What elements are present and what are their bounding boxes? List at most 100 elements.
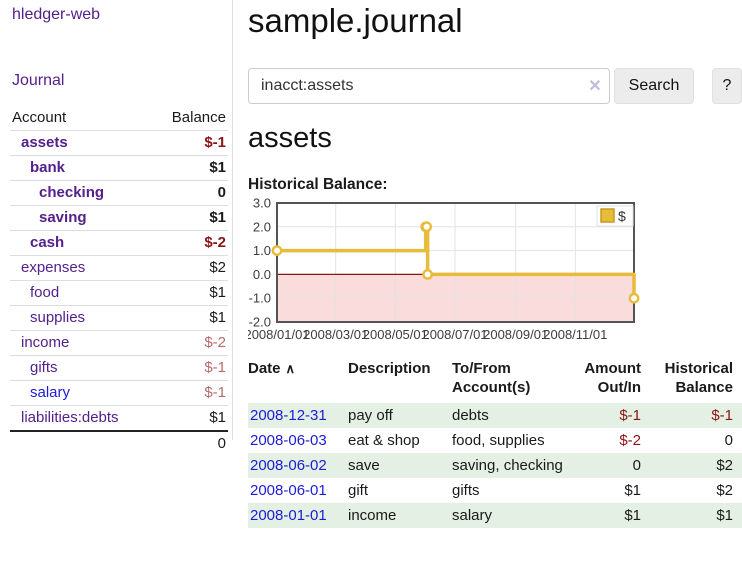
transaction-accounts: salary [452,503,584,528]
register-header-balance: Historical Balance [664,360,733,396]
register-header-accounts: To/From Account(s) [452,360,531,396]
account-row: cash $-2 [10,230,228,256]
account-link[interactable]: checking [39,184,105,201]
transaction-balance: 0 [724,432,733,449]
account-row: assets $-1 [10,130,228,156]
account-link[interactable]: supplies [30,309,86,326]
y-tick-label: 1.0 [253,243,271,258]
help-button[interactable]: ? [712,68,742,104]
transaction-amount: $1 [584,503,656,528]
x-tick-label: 2008/07/01 [422,327,487,342]
search-input[interactable] [248,68,610,104]
account-row: liabilities:debts $1 [10,405,228,431]
page-title: sample.journal [248,2,463,39]
transaction-date-cell: 2008-06-03 [248,428,348,453]
account-name-cell: food [10,280,152,306]
data-point-marker [271,245,283,256]
x-tick-label: 2008/01/01 [248,327,310,342]
account-heading: assets [248,122,332,154]
account-link[interactable]: income [21,334,70,351]
account-name-cell: checking [10,180,152,206]
account-row: salary $-1 [10,380,228,406]
account-link[interactable]: saving [39,209,87,226]
x-tick-label: 2008/11/01 [543,327,607,342]
transaction-date-link[interactable]: 2008-06-02 [250,457,327,474]
transaction-accounts: debts [452,403,584,428]
account-balance: $1 [151,155,228,181]
account-balance: $-2 [151,330,228,356]
register-row: 2008-01-01 income salary $1 $1 [248,503,742,528]
transaction-date-link[interactable]: 2008-12-31 [250,407,327,424]
transaction-description: save [348,453,452,478]
register-header-date[interactable]: Date ∧ [248,360,296,377]
chart-title: Historical Balance: [248,176,388,193]
account-row: expenses $2 [10,255,228,281]
accounts-header-account: Account [12,109,67,126]
transaction-amount: $-2 [619,432,641,449]
account-row: checking 0 [10,180,228,206]
spacer-cell [10,430,152,456]
register-header-amount: Amount Out/In [584,360,641,396]
clear-search-icon[interactable]: ✕ [588,78,602,95]
account-name-cell: gifts [10,355,152,381]
account-balance: $-1 [151,130,228,156]
register-header-row: Date ∧ Description To/From Account(s) Amou… [248,358,742,403]
account-name-cell: income [10,330,152,356]
transaction-accounts: gifts [452,482,480,499]
transaction-date-cell: 2008-06-02 [248,453,348,478]
account-name-cell: supplies [10,305,152,331]
account-link[interactable]: bank [30,159,66,176]
transaction-balance: $2 [656,453,742,478]
legend-label: $ [618,208,626,224]
transaction-description: gift [348,482,369,499]
accounts-total-row: 0 [10,430,228,456]
y-tick-label: 2.0 [253,219,271,234]
account-balance: $1 [151,405,228,431]
historical-balance-chart: $3.0 2.0 1.0 0.0 -1.0 -2.0 2008/01/01 2008/03/0… [244,196,742,346]
data-point-marker [422,269,434,280]
register-row: 2008-06-02 save saving, checking 0 $2 [248,453,742,478]
transaction-date-link[interactable]: 2008-06-01 [250,482,327,499]
account-link[interactable]: cash [30,234,65,251]
account-row: saving $1 [10,205,228,231]
data-point-marker [628,292,640,304]
register-table: Date ∧ Description To/From Account(s) Amou… [248,358,742,528]
sidebar: hledger-web Journal Account Balance asse… [0,0,233,456]
transaction-amount: $-1 [584,403,656,428]
account-name-cell: cash [10,230,152,256]
transaction-accounts: saving, checking [452,453,584,478]
account-balance: $-1 [151,355,228,381]
transaction-description: income [348,503,452,528]
account-name-cell: salary [10,380,152,406]
accounts-total-value: 0 [151,430,228,456]
legend-swatch [600,208,615,223]
data-point-marker [421,221,433,233]
account-link[interactable]: food [30,284,60,301]
transaction-amount: $1 [624,482,641,499]
account-name-cell: bank [10,155,152,181]
transaction-description: eat & shop [348,432,420,449]
x-tick-label: 2008/05/01 [363,327,428,342]
transaction-date-cell: 2008-12-31 [248,403,348,428]
account-link[interactable]: liabilities:debts [21,409,119,426]
sidebar-item-journal[interactable]: Journal [12,72,65,89]
transaction-date-link[interactable]: 2008-01-01 [250,507,327,524]
account-balance: $-2 [151,230,228,256]
register-row: 2008-12-31 pay off debts $-1 $-1 [248,403,742,428]
account-balance: $1 [151,305,228,331]
accounts-table: Account Balance assets $-1 bank $1 checking 0… [10,106,228,456]
x-tick-label: 2008/09/01 [483,327,548,342]
transaction-balance: $1 [656,503,742,528]
app-brand-link[interactable]: hledger-web [12,6,101,23]
account-link[interactable]: salary [30,384,71,401]
register-tbody: 2008-12-31 pay off debts $-1 $-1 2008-06-03 ea… [248,403,742,528]
account-link[interactable]: gifts [30,359,58,376]
sort-asc-icon: ∧ [285,361,296,376]
search-button[interactable]: Search [614,68,694,104]
account-row: bank $1 [10,155,228,181]
account-link[interactable]: expenses [21,259,86,276]
transaction-date-link[interactable]: 2008-06-03 [250,432,327,449]
account-balance: $-1 [151,380,228,406]
y-tick-label: 3.0 [253,198,271,211]
account-link[interactable]: assets [21,134,68,151]
